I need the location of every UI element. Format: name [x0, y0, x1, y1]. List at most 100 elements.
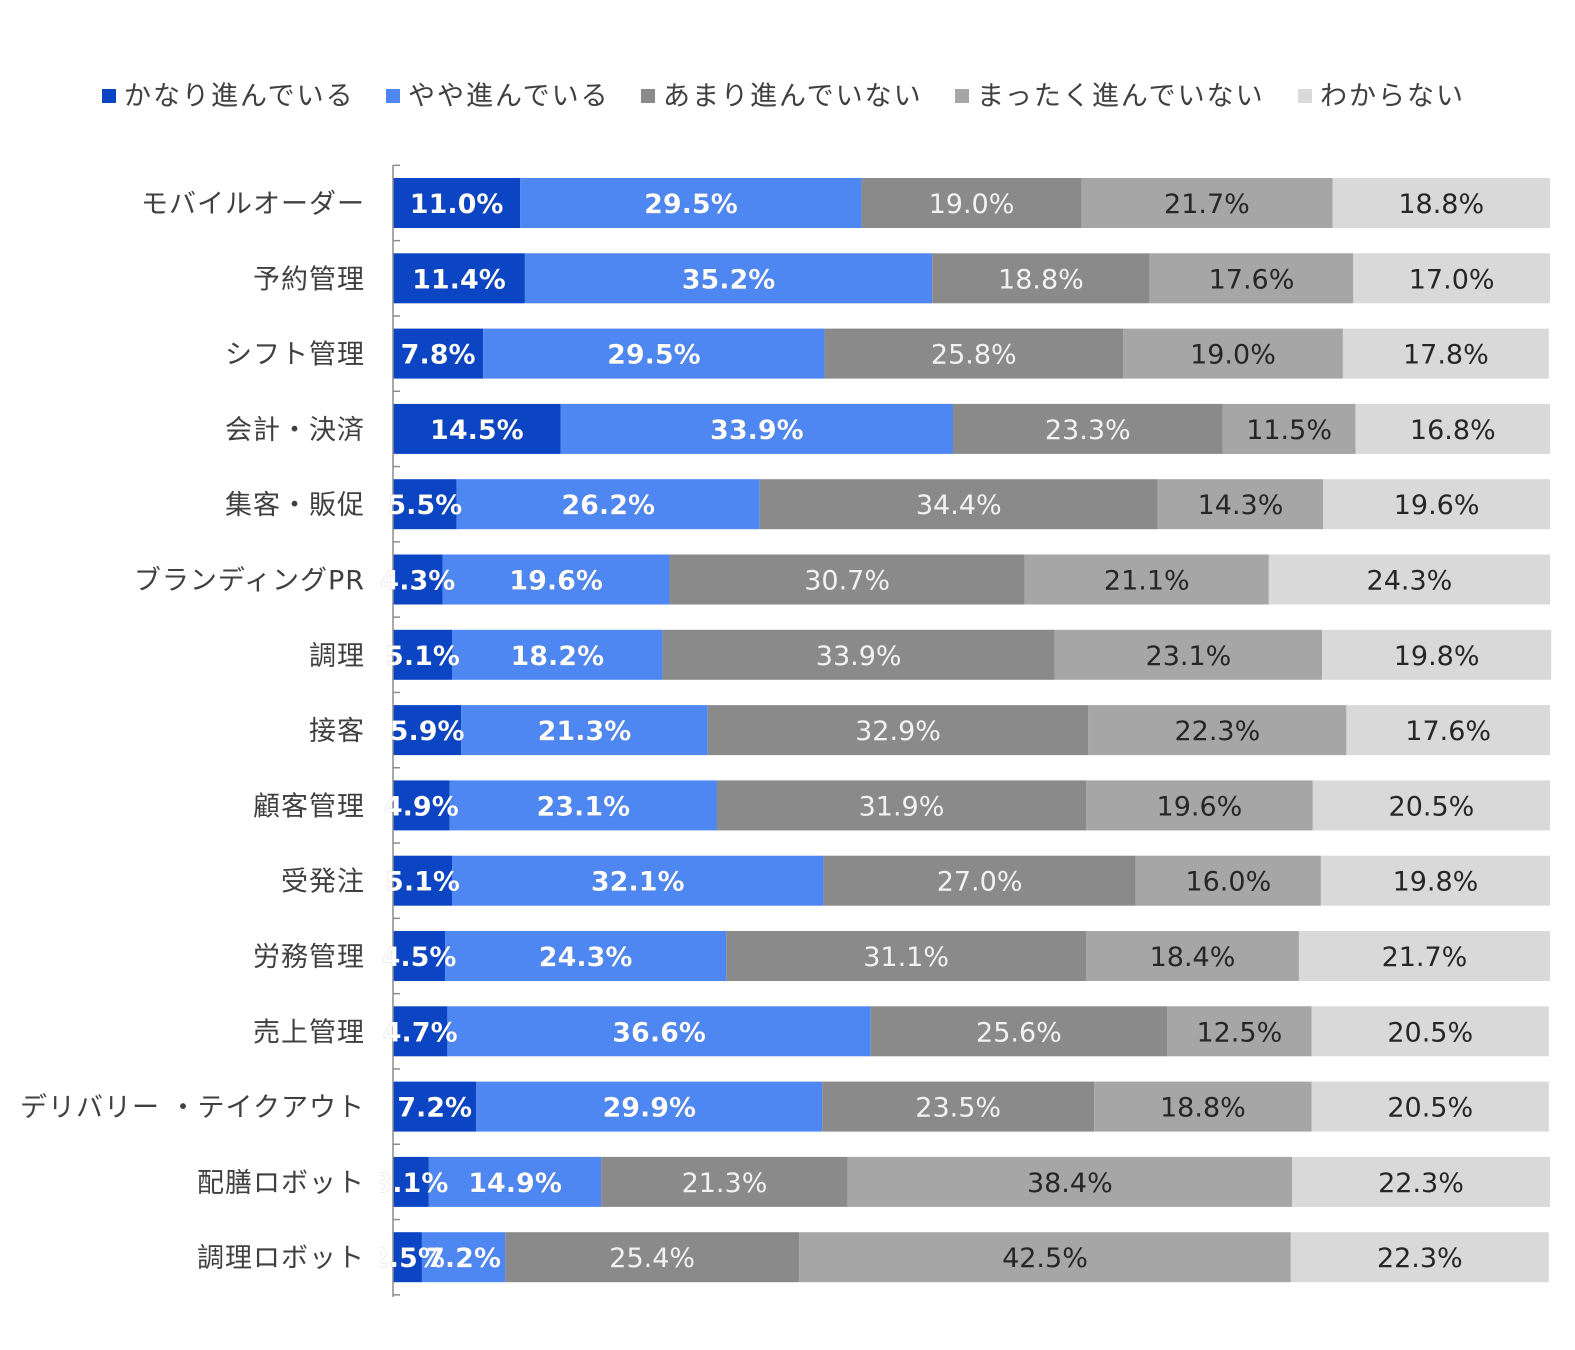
data-label: 11.0% — [410, 189, 504, 220]
bar-segment — [393, 178, 521, 228]
data-label: 29.9% — [602, 1093, 696, 1124]
bar-segment — [520, 178, 862, 228]
legend-label: わからない — [1320, 81, 1465, 112]
data-label: 19.6% — [1394, 490, 1480, 521]
bar-segment — [393, 403, 561, 454]
bar-segment — [822, 1081, 1095, 1132]
category-label: ブランディングPR — [134, 566, 365, 597]
data-label: 3.1% — [373, 1168, 448, 1199]
data-label: 17.0% — [1409, 264, 1495, 295]
data-label: 21.7% — [1382, 942, 1468, 973]
data-label: 25.6% — [976, 1017, 1062, 1048]
bar-segment — [393, 1156, 429, 1207]
legend-swatch — [641, 89, 655, 103]
bar-segment — [1094, 1081, 1312, 1132]
data-label: 32.9% — [855, 716, 941, 747]
data-label: 19.6% — [1157, 791, 1243, 822]
data-label: 30.7% — [804, 566, 890, 597]
data-label: 20.5% — [1387, 1093, 1473, 1124]
bar-segment — [726, 931, 1087, 981]
bar-segment — [442, 554, 670, 605]
bar-segment — [393, 1006, 448, 1057]
data-label: 19.6% — [509, 566, 603, 597]
data-label: 23.1% — [1146, 641, 1232, 672]
bar-segment — [1332, 178, 1550, 228]
data-label: 16.0% — [1185, 867, 1271, 898]
data-label: 42.5% — [1002, 1243, 1088, 1274]
data-label: 19.0% — [929, 189, 1015, 220]
legend-swatch — [955, 89, 969, 103]
bar-segment — [601, 1156, 848, 1207]
bar-segment — [483, 328, 825, 379]
bar-segment — [716, 780, 1087, 831]
category-label: 労務管理 — [253, 942, 365, 973]
category-label: 会計・決済 — [225, 415, 365, 446]
legend-item: あまり進んでいない — [641, 81, 923, 112]
data-label: 17.8% — [1403, 340, 1489, 371]
bar-segment — [823, 855, 1136, 906]
category-label: 集客・販促 — [225, 490, 365, 521]
data-label: 20.5% — [1389, 791, 1475, 822]
data-label: 16.8% — [1410, 415, 1496, 446]
data-label: 23.5% — [915, 1093, 1001, 1124]
category-label: 受発注 — [281, 867, 365, 898]
category-label: 調理ロボット — [197, 1243, 365, 1274]
data-label: 4.7% — [383, 1017, 458, 1048]
data-label: 18.8% — [998, 264, 1084, 295]
bar-segment — [393, 705, 462, 756]
bar-segment — [1320, 855, 1550, 906]
legend-item: まったく進んでいない — [955, 81, 1263, 112]
bar-segment — [393, 554, 443, 605]
bar-segment — [932, 253, 1150, 304]
value-labels: 11.0% 29.5% 19.0% 21.7% 18.8% 11.4% 35.2% 18.8%… — [373, 189, 1496, 1275]
data-label: 4.5% — [382, 942, 457, 973]
data-label: 22.3% — [1174, 716, 1260, 747]
chart-legend: かなり進んでいる やや進んでいる あまり進んでいない まったく進んでいない わからない — [102, 81, 1465, 112]
bar-segment — [1290, 1232, 1549, 1283]
data-label: 24.3% — [539, 942, 633, 973]
category-label: 配膳ロボット — [197, 1168, 365, 1199]
data-label: 25.8% — [931, 340, 1017, 371]
bar-segment — [759, 479, 1158, 530]
category-label: 調理 — [309, 641, 365, 672]
bar-segment — [1353, 253, 1550, 304]
bar-segment — [393, 479, 457, 530]
legend-label: あまり進んでいない — [663, 81, 923, 112]
bar-segment — [1024, 554, 1269, 605]
bar-segment — [1268, 554, 1550, 605]
data-label: 18.8% — [1160, 1093, 1246, 1124]
bar-segment — [1342, 328, 1549, 379]
bar-segment — [847, 1156, 1292, 1207]
legend-item: かなり進んでいる — [102, 81, 353, 112]
bar-segment — [861, 178, 1082, 228]
bar-segment — [1054, 629, 1323, 680]
bar-segment — [456, 479, 760, 530]
bar-segment — [707, 705, 1089, 756]
data-label: 27.0% — [937, 867, 1023, 898]
data-label: 18.2% — [510, 641, 604, 672]
data-label: 32.1% — [591, 867, 685, 898]
category-label: 接客 — [309, 716, 365, 747]
data-label: 5.1% — [385, 867, 460, 898]
bar-segment — [476, 1081, 823, 1132]
data-label: 23.3% — [1045, 415, 1131, 446]
data-label: 18.8% — [1398, 189, 1484, 220]
bar-segment — [560, 403, 953, 454]
bar-segment — [393, 780, 450, 831]
category-label: シフト管理 — [225, 340, 365, 371]
data-label: 31.1% — [863, 942, 949, 973]
legend-item: わからない — [1298, 81, 1465, 112]
data-label: 21.7% — [1164, 189, 1250, 220]
data-label: 19.0% — [1190, 340, 1276, 371]
bar-segment — [452, 629, 663, 680]
category-label: 顧客管理 — [253, 791, 365, 822]
bar-segment — [1291, 1156, 1550, 1207]
bar-segment — [1123, 328, 1343, 379]
bar-segment — [393, 855, 453, 906]
data-label: 7.8% — [401, 340, 476, 371]
bar-segment — [1086, 780, 1313, 831]
bar-segment — [1081, 178, 1333, 228]
bar-segment — [393, 1081, 477, 1132]
legend-swatch — [1298, 89, 1312, 103]
bar-segment — [799, 1232, 1291, 1283]
